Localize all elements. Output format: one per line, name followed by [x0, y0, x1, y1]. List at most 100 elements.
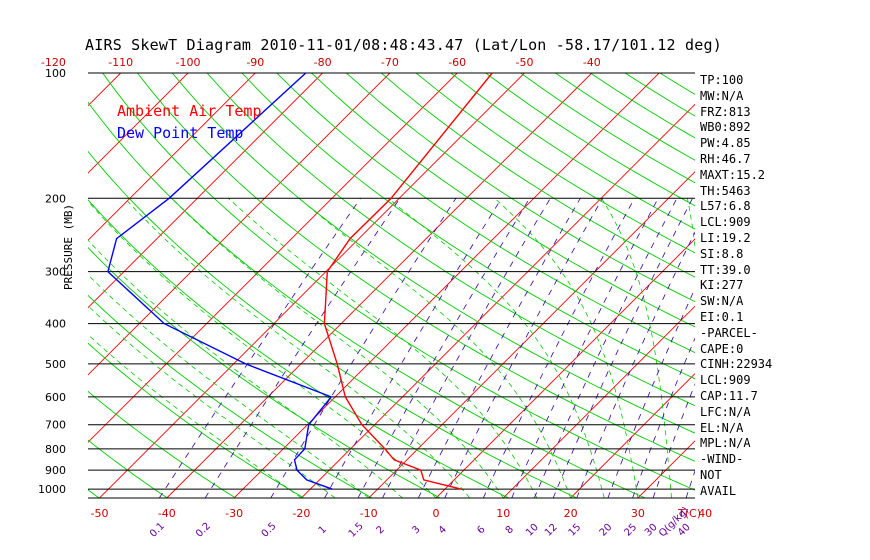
isotherm-line: [99, 73, 525, 498]
mixing-ratio-label: 15: [567, 522, 584, 539]
mixing-ratio-line: [576, 231, 695, 498]
mixing-ratio-line: [357, 198, 530, 498]
isotherm-line: [88, 73, 323, 309]
mixing-ratio-line: [685, 469, 695, 498]
pressure-tick-label: 700: [45, 419, 66, 432]
stat-line: WB0:892: [700, 120, 751, 135]
mixing-ratio-line: [204, 198, 401, 498]
bottom-temp-tick-label: -20: [292, 507, 310, 520]
stats-panel: TP:100 MW:N/A FRZ:813 WB0:892 PW:4.85 RH…: [700, 73, 790, 500]
stat-line: PW:4.85: [700, 136, 751, 151]
mixing-ratio-line: [632, 337, 695, 498]
mixing-ratio-label: 0.1: [148, 521, 167, 540]
bottom-temp-tick-label: -40: [158, 507, 176, 520]
stat-line: MW:N/A: [700, 88, 744, 103]
bottom-temp-tick-label: 10: [496, 507, 510, 520]
top-temp-tick-label: -70: [381, 56, 399, 69]
stat-line: AVAIL: [700, 483, 737, 498]
dry-adiabat-line: [241, 73, 695, 380]
moist-adiabat-line: [601, 198, 672, 498]
stat-line: TT:39.0: [700, 262, 751, 277]
isotherm-line: [88, 73, 458, 443]
mixing-ratio-label: 2: [375, 524, 387, 536]
stat-line: EI:0.1: [700, 309, 744, 324]
stat-line: NOT: [700, 467, 722, 482]
pressure-tick-label: 500: [45, 358, 66, 371]
dry-adiabat-line: [206, 73, 695, 407]
isotherm-line: [88, 73, 256, 241]
bottom-temp-tick-label: 0: [433, 507, 440, 520]
dry-adiabat-line: [88, 439, 168, 498]
mixing-ratio-label: 1: [317, 524, 329, 536]
stat-line: SI:8.8: [700, 246, 744, 261]
pressure-tick-label: 200: [45, 192, 66, 205]
isotherm-line: [301, 103, 695, 498]
dry-adiabat-line: [415, 73, 695, 254]
pressure-tick-label: 400: [45, 318, 66, 331]
mixing-ratio-label: 12: [543, 522, 560, 539]
moist-adiabat-line: [228, 198, 538, 498]
moist-adiabat-line: [88, 274, 369, 498]
dry-adiabat-line: [311, 73, 695, 328]
dry-adiabat-line: [381, 73, 695, 278]
mixing-ratio-line: [482, 198, 635, 498]
stat-line: TP:100: [700, 73, 744, 87]
dry-adiabat-line: [346, 73, 695, 303]
stat-line: MPL:N/A: [700, 436, 751, 451]
pressure-tick-label: 1000: [38, 483, 66, 496]
stat-line: CINH:22934: [700, 357, 773, 372]
stat-line: LFC:N/A: [700, 404, 751, 419]
stat-line: CAPE:0: [700, 341, 744, 356]
mixing-ratio-line: [444, 198, 603, 498]
bottom-temp-tick-label: -50: [91, 507, 109, 520]
stat-line: LI:19.2: [700, 230, 751, 245]
mixing-ratio-label: 0.2: [194, 521, 213, 540]
bottom-temp-tick-label: 40: [698, 507, 712, 520]
stat-line: -PARCEL-: [700, 325, 758, 340]
dry-adiabat-line: [276, 73, 695, 354]
stat-line: CAP:11.7: [700, 388, 758, 403]
pressure-tick-label: 100: [45, 67, 66, 80]
mixing-ratio-label: 8: [504, 524, 516, 536]
stat-line: MAXT:15.2: [700, 167, 766, 182]
moist-adiabat-line: [171, 198, 504, 498]
moist-adiabat-line: [124, 198, 470, 498]
isotherm-line: [88, 73, 189, 174]
mixing-ratio-line: [552, 198, 693, 498]
moist-adiabat-line: [88, 334, 302, 498]
dry-adiabat-line: [88, 390, 236, 498]
pressure-tick-label: 300: [45, 266, 66, 279]
stat-line: LCL:909: [700, 373, 751, 388]
y-axis-label: PRESSURE (MB): [62, 203, 75, 290]
top-temp-tick-label: -60: [448, 56, 466, 69]
stat-line: LCL:909: [700, 215, 751, 230]
stat-line: TH:5463: [700, 183, 751, 198]
mixing-ratio-label: 20: [598, 522, 615, 539]
mixing-ratio-line: [417, 198, 581, 498]
isotherm-line: [502, 305, 695, 498]
bottom-temp-tick-label: -10: [360, 507, 378, 520]
moist-adiabat-line: [298, 197, 571, 498]
mixing-ratio-line: [533, 198, 678, 498]
isotherm-line: [570, 372, 695, 498]
top-temp-tick-label: -120: [41, 56, 66, 69]
stat-line: SW:N/A: [700, 294, 744, 309]
isotherm-line: [368, 171, 695, 498]
isotherm-line: [233, 73, 660, 498]
chart-title: AIRS SkewT Diagram 2010-11-01/08:48:43.4…: [85, 36, 722, 54]
mixing-ratio-label: 10: [524, 522, 541, 539]
top-temp-tick-label: -80: [314, 56, 332, 69]
stat-line: EL:N/A: [700, 420, 744, 435]
dry-adiabat-line: [88, 199, 509, 498]
pressure-tick-label: 900: [45, 464, 66, 477]
legend-ambient-air-temp: Ambient Air Temp: [117, 102, 262, 120]
isotherm-line: [840, 73, 870, 498]
ambient-temp-line: [323, 73, 493, 490]
dry-adiabat-line: [88, 489, 100, 498]
top-temp-tick-label: -110: [108, 56, 133, 69]
mixing-ratio-line: [652, 383, 695, 498]
isotherm-line: [88, 73, 391, 376]
dry-adiabat-line: [171, 73, 695, 434]
dry-adiabat-line: [88, 101, 646, 498]
